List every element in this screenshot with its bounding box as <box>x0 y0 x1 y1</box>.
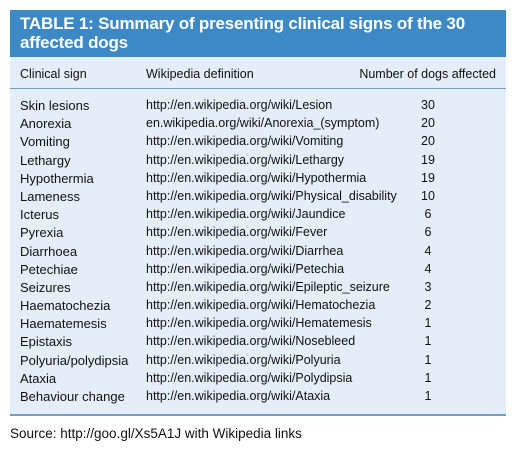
table-row: Haematochezia http://en.wikipedia.org/wik… <box>10 297 506 315</box>
wikipedia-link[interactable]: http://en.wikipedia.org/wiki/Fever <box>146 225 328 240</box>
clinical-sign-cell: Lethargy <box>20 152 71 168</box>
wikipedia-link[interactable]: http://en.wikipedia.org/wiki/Polydipsia <box>146 370 353 385</box>
wikipedia-link[interactable]: http://en.wikipedia.org/wiki/Lethargy <box>146 152 345 167</box>
wikipedia-link[interactable]: http://en.wikipedia.org/wiki/Vomiting <box>146 134 344 149</box>
wikipedia-link[interactable]: http://en.wikipedia.org/wiki/Polyuria <box>146 352 341 367</box>
wikipedia-link[interactable]: en.wikipedia.org/wiki/Anorexia_(symptom) <box>146 116 380 131</box>
dogs-affected-count: 20 <box>421 134 435 149</box>
table-bottom-rule <box>10 414 506 416</box>
dogs-affected-count: 1 <box>424 334 432 349</box>
wikipedia-link[interactable]: http://en.wikipedia.org/wiki/Epileptic_s… <box>146 279 390 294</box>
clinical-sign-cell: Haematemesis <box>20 316 107 332</box>
clinical-sign-cell: Ataxia <box>20 370 57 386</box>
wikipedia-link[interactable]: http://en.wikipedia.org/wiki/Hematemesis <box>146 316 372 331</box>
table-row: Ataxia http://en.wikipedia.org/wiki/Polyd… <box>10 370 506 388</box>
table-row: Icterus http://en.wikipedia.org/wiki/Jaun… <box>10 206 506 224</box>
table-row: Lethargy http://en.wikipedia.org/wiki/Let… <box>10 152 506 170</box>
wikipedia-link[interactable]: http://en.wikipedia.org/wiki/Ataxia <box>146 389 331 403</box>
clinical-sign-cell: Skin lesions <box>20 98 90 113</box>
dogs-affected-count: 3 <box>424 279 432 294</box>
dogs-affected-count: 1 <box>424 389 432 403</box>
dogs-affected-count: 10 <box>421 188 435 203</box>
dogs-affected-count: 19 <box>421 170 435 185</box>
dogs-affected-count: 30 <box>421 98 435 112</box>
table-row: Seizures http://en.wikipedia.org/wiki/Epi… <box>10 279 506 297</box>
clinical-sign-cell: Haematochezia <box>20 298 111 314</box>
clinical-sign-cell: Polyuria/polydipsia <box>20 352 129 368</box>
clinical-sign-cell: Petechiae <box>20 261 78 277</box>
dogs-affected-count: 1 <box>424 370 432 385</box>
header-wikipedia-definition: Wikipedia definition <box>146 67 254 81</box>
wikipedia-link[interactable]: http://en.wikipedia.org/wiki/Lesion <box>146 98 333 112</box>
table-row: Behaviour change http://en.wikipedia.org/… <box>10 388 506 406</box>
wikipedia-link[interactable]: http://en.wikipedia.org/wiki/Petechia <box>146 261 345 276</box>
clinical-signs-table: TABLE 1: Summary of presenting clinical … <box>10 10 506 416</box>
source-caption: Source: http://goo.gl/Xs5A1J with Wikipe… <box>10 426 302 441</box>
table-row: Petechiae http://en.wikipedia.org/wiki/Pe… <box>10 261 506 279</box>
wikipedia-link[interactable]: http://en.wikipedia.org/wiki/Hypothermia <box>146 170 367 185</box>
table-row: Haematemesis http://en.wikipedia.org/wiki… <box>10 315 506 333</box>
wikipedia-link[interactable]: http://en.wikipedia.org/wiki/Nosebleed <box>146 334 356 349</box>
dogs-affected-count: 6 <box>424 207 432 222</box>
header-number-affected: Number of dogs affected <box>359 67 496 81</box>
table-row: Skin lesions http://en.wikipedia.org/wiki… <box>10 97 506 115</box>
wikipedia-link[interactable]: http://en.wikipedia.org/wiki/Jaundice <box>146 207 346 222</box>
clinical-sign-cell: Icterus <box>20 207 60 223</box>
clinical-sign-cell: Hypothermia <box>20 170 94 186</box>
dogs-affected-count: 20 <box>421 116 435 131</box>
dogs-affected-count: 1 <box>424 316 432 331</box>
table-body: Skin lesions http://en.wikipedia.org/wiki… <box>10 97 506 406</box>
dogs-affected-count: 4 <box>424 243 432 258</box>
dogs-affected-count: 1 <box>424 352 432 367</box>
table-row: Polyuria/polydipsia http://en.wikipedia.o… <box>10 352 506 370</box>
table-title: TABLE 1: Summary of presenting clinical … <box>10 10 506 57</box>
dogs-affected-count: 19 <box>421 152 435 167</box>
clinical-sign-cell: Vomiting <box>20 134 70 150</box>
wikipedia-link[interactable]: http://en.wikipedia.org/wiki/Hematochezi… <box>146 298 376 313</box>
table-row: Lameness http://en.wikipedia.org/wiki/Phy… <box>10 188 506 206</box>
table-row: Diarrhoea http://en.wikipedia.org/wiki/Di… <box>10 243 506 261</box>
dogs-affected-count: 2 <box>424 298 432 313</box>
clinical-sign-cell: Behaviour change <box>20 389 125 404</box>
table-header-row: Clinical sign Wikipedia definition Numbe… <box>10 57 506 89</box>
clinical-sign-cell: Pyrexia <box>20 225 64 241</box>
table-row: Anorexia en.wikipedia.org/wiki/Anorexia_(… <box>10 115 506 133</box>
table-row: Pyrexia http://en.wikipedia.org/wiki/Feve… <box>10 224 506 242</box>
dogs-affected-count: 4 <box>424 261 432 276</box>
dogs-affected-count: 6 <box>424 225 432 240</box>
header-clinical-sign: Clinical sign <box>20 67 87 81</box>
clinical-sign-cell: Epistaxis <box>20 334 73 350</box>
clinical-sign-cell: Diarrhoea <box>20 243 78 259</box>
table-row: Epistaxis http://en.wikipedia.org/wiki/No… <box>10 333 506 351</box>
table-row: Hypothermia http://en.wikipedia.org/wiki/… <box>10 170 506 188</box>
table-row: Vomiting http://en.wikipedia.org/wiki/Vom… <box>10 133 506 151</box>
wikipedia-link[interactable]: http://en.wikipedia.org/wiki/Diarrhea <box>146 243 344 258</box>
wikipedia-link[interactable]: http://en.wikipedia.org/wiki/Physical_di… <box>146 188 397 203</box>
clinical-sign-cell: Anorexia <box>20 116 72 132</box>
clinical-sign-cell: Lameness <box>20 188 80 204</box>
clinical-sign-cell: Seizures <box>20 279 71 295</box>
